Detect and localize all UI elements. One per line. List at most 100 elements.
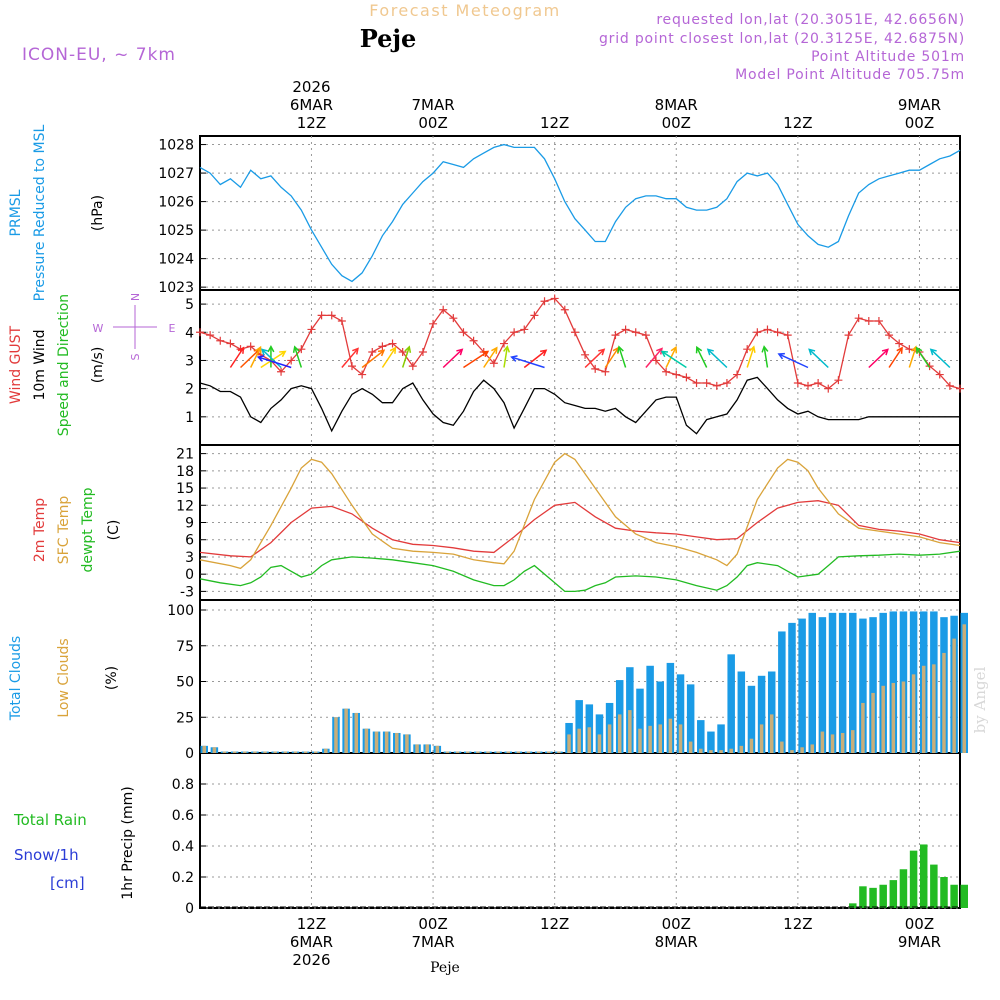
y-tick-label: 75: [176, 639, 194, 655]
gust-marker: [489, 359, 498, 368]
gust-marker: [570, 328, 579, 337]
cloud-low-bar: [840, 732, 845, 753]
gust-marker: [540, 297, 549, 306]
wind-arrow-head: [915, 346, 923, 354]
gust-marker: [459, 328, 468, 337]
cloud-low-bar: [648, 725, 652, 753]
cloud-low-bar: [699, 748, 703, 753]
cloud-total-bar: [808, 612, 816, 753]
wind-arrow-head: [267, 345, 275, 353]
panel-frame-precip: [199, 752, 961, 909]
wind-arrow-head: [656, 347, 663, 355]
cloud-low-bar: [871, 692, 875, 753]
wind-arrow: [523, 349, 547, 369]
gust-marker: [317, 311, 326, 320]
cloud-low-bar: [506, 751, 510, 753]
y-axis-label: 2m Temp: [32, 498, 48, 562]
cloud-low-bar: [851, 730, 855, 753]
cloud-low-bar: [324, 748, 328, 753]
y-tick-label: 100: [167, 603, 194, 619]
info-line: Model Point Altitude 705.75m: [735, 67, 965, 83]
gust-marker: [956, 384, 964, 393]
wind-arrow: [778, 353, 809, 369]
gust-marker: [652, 356, 660, 365]
cloud-low-bar: [820, 731, 825, 753]
top-time-label: 00Z: [418, 114, 447, 132]
y-axis-label: (hPa): [90, 195, 106, 231]
wind-arrow: [240, 348, 261, 369]
y-tick-label: 1023: [158, 280, 194, 296]
gust-marker: [814, 379, 823, 387]
wind-arrow: [763, 346, 769, 368]
top-time-label: 12Z: [783, 114, 812, 132]
cloud-low-bar: [739, 745, 744, 753]
cloud-low-bar: [628, 710, 632, 753]
cloud-low-bar: [476, 751, 480, 753]
top-time-label: 9MAR: [898, 96, 941, 114]
y-tick-label: 21: [176, 447, 194, 463]
gust-marker: [196, 328, 204, 337]
wind-arrow: [707, 348, 728, 369]
series-line: [199, 550, 961, 593]
gust-marker: [905, 345, 914, 354]
bottom-time-label: 00Z: [418, 915, 447, 933]
y-axis-label: (%): [104, 666, 120, 690]
wind-arrow-head: [748, 345, 756, 353]
wind-arrow-head: [808, 348, 816, 356]
y-tick-label: 4: [185, 325, 194, 341]
y-axis-label: Speed and Direction: [56, 294, 72, 436]
gust-marker: [226, 339, 235, 348]
precip-bar: [919, 844, 928, 908]
cloud-low-bar: [415, 744, 419, 753]
cloud-low-bar: [942, 652, 946, 753]
gust-marker: [763, 325, 772, 334]
wind-arrow: [618, 346, 627, 368]
gust-marker: [297, 345, 306, 354]
gust-marker: [712, 381, 721, 390]
gust-marker: [550, 294, 559, 303]
gust-marker: [672, 370, 681, 379]
cloud-low-bar: [243, 751, 247, 753]
cloud-low-bar: [536, 751, 541, 753]
y-tick-label: 18: [176, 464, 194, 480]
wind-arrow-head: [660, 350, 669, 358]
y-tick-label: 3: [185, 353, 194, 369]
wind-arrow-head: [896, 346, 903, 354]
precip-bar: [940, 877, 948, 908]
cloud-low-bar: [729, 748, 733, 753]
wind-arrow: [645, 348, 663, 368]
cloud-total-bar: [889, 611, 898, 753]
cloud-low-bar: [790, 750, 794, 753]
cloud-low-bar: [253, 751, 257, 753]
y-axis-label: Low Clouds: [56, 638, 72, 717]
gust-marker: [408, 362, 417, 371]
wind-arrow-head: [598, 348, 606, 356]
cloud-total-bar: [747, 685, 756, 753]
info-line: grid point closest lon,lat (20.3125E, 42…: [599, 31, 965, 47]
gust-marker: [733, 370, 742, 379]
wind-arrow: [511, 356, 545, 369]
cloud-total-bar: [686, 684, 695, 753]
series-line: [199, 143, 961, 283]
cloud-low-bar: [952, 638, 956, 753]
wind-arrow-head: [617, 345, 624, 353]
cloud-low-bar: [709, 750, 713, 753]
wind-arrow-head: [292, 345, 300, 353]
cloud-low-bar: [830, 734, 835, 753]
gust-marker: [520, 325, 529, 334]
cloud-low-bar: [455, 751, 460, 753]
top-time-label: 6MAR: [290, 96, 333, 114]
y-tick-label: 6: [185, 533, 194, 549]
bottom-time-label: 00Z: [905, 915, 934, 933]
gust-marker: [530, 311, 539, 320]
cloud-low-bar: [962, 624, 966, 753]
cloud-low-bar: [810, 744, 814, 753]
y-tick-label: 0: [185, 746, 194, 762]
y-tick-label: -3: [180, 584, 194, 600]
wind-arrow: [381, 347, 397, 368]
cloud-low-bar: [364, 728, 369, 753]
y-tick-label: 1027: [158, 166, 194, 182]
precip-bar: [859, 886, 867, 908]
cloud-low-bar: [547, 751, 551, 753]
cloud-low-bar: [334, 717, 338, 753]
